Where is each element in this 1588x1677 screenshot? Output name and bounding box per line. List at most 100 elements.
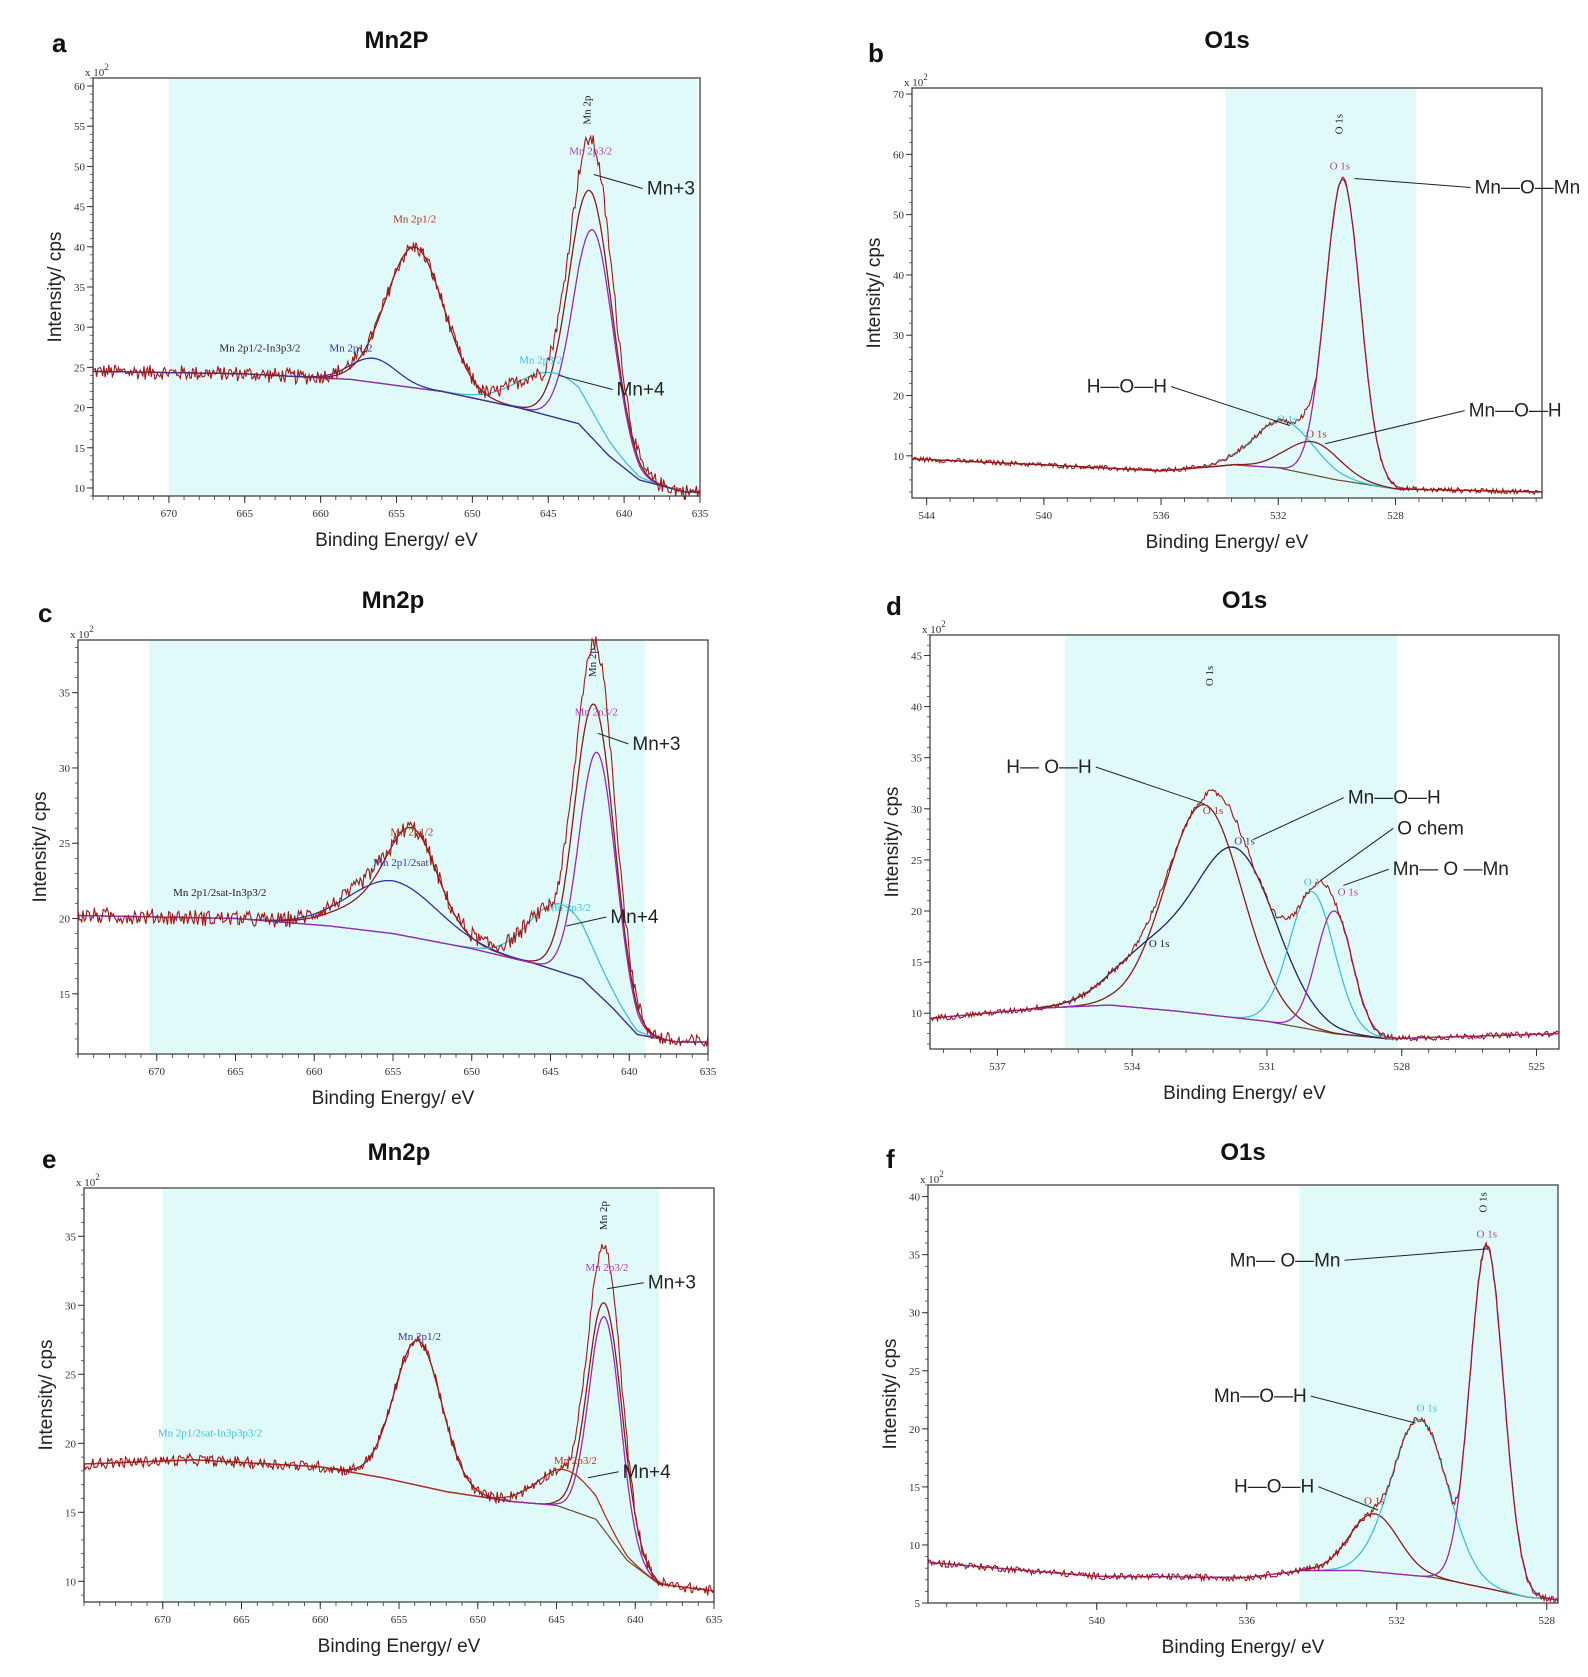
x-tick-label: 537 (989, 1061, 1006, 1073)
annotation-label: Mn—O—H (1348, 788, 1441, 809)
y-tick-label: 10 (74, 483, 86, 495)
y-multiplier: x 102 (904, 72, 928, 89)
peak-label: Mn 2p1/2sat-In3p3p3/2 (158, 1427, 262, 1439)
y-multiplier-base: x 10 (904, 77, 924, 89)
x-tick-label: 670 (149, 1066, 166, 1078)
x-tick-label: 645 (548, 1614, 565, 1626)
peak-label: Mn 2p (587, 648, 599, 678)
annotation-label: Mn— O —Mn (1393, 859, 1509, 880)
annotation-label: Mn+3 (632, 734, 680, 755)
y-tick-label: 25 (65, 1369, 77, 1381)
shaded-region (1064, 636, 1398, 1048)
x-tick-label: 665 (233, 1614, 250, 1626)
panel-letter: a (52, 28, 67, 58)
annotation-leader (1253, 797, 1345, 840)
peak-label: Mn 2p1/2sat-In3p3/2 (173, 887, 266, 899)
y-tick-label: 10 (911, 1008, 923, 1020)
annotation-label: Mn— O—Mn (1230, 1250, 1341, 1271)
panel-letter: d (886, 591, 902, 621)
panel-letter: e (42, 1144, 56, 1174)
x-tick-label: 650 (464, 508, 481, 520)
panel-c: c Mn2p x 102 670 665 660 655 650 645 640 635 15 20 25… (30, 587, 717, 1109)
y-tick-label: 15 (65, 1507, 77, 1519)
y-tick-label: 25 (909, 1366, 921, 1378)
x-tick-label: 665 (237, 508, 254, 520)
x-tick-label: 528 (1394, 1061, 1411, 1073)
y-multiplier-base: x 10 (76, 1177, 96, 1189)
panel-letter: c (38, 598, 52, 628)
annotation-leader (1344, 1248, 1487, 1261)
peak-label: Mn 2p (598, 1201, 610, 1231)
y-tick-label: 40 (909, 1192, 921, 1204)
plot-frame (911, 87, 1543, 499)
x-tick-label: 640 (621, 1066, 638, 1078)
y-tick-label: 35 (911, 753, 923, 765)
y-multiplier-exponent: 2 (104, 62, 109, 72)
x-tick-label: 635 (706, 1614, 723, 1626)
y-tick-label: 30 (911, 804, 923, 816)
y-multiplier-exponent: 2 (941, 619, 946, 629)
y-multiplier-exponent: 2 (89, 624, 94, 634)
y-multiplier-base: x 10 (920, 1174, 940, 1186)
annotation-label: H— O—H (1006, 757, 1092, 778)
annotation-leader (1325, 410, 1465, 445)
y-axis-label: Intensity/ cps (45, 232, 66, 343)
chart-title: O1s (1220, 1139, 1265, 1166)
y-multiplier: x 102 (920, 1169, 944, 1186)
peak-label: O 1s (1334, 114, 1346, 134)
chart-title: Mn2p (368, 1139, 431, 1166)
y-tick-label: 25 (911, 855, 923, 867)
x-tick-label: 536 (1239, 1615, 1256, 1627)
annotation-label: Mn+3 (647, 179, 695, 200)
panel-d: d O1s x 102 537 534 531 528 525 10 15 20 25 30 35 40 45… (882, 587, 1560, 1104)
annotation-label: Mn+4 (610, 907, 658, 928)
annotation-leader (1354, 177, 1471, 189)
x-tick-label: 536 (1153, 510, 1170, 522)
x-axis-label: Binding Energy/ eV (1146, 532, 1309, 553)
x-tick-label: 635 (692, 508, 709, 520)
annotation-label: Mn+3 (648, 1273, 696, 1294)
x-tick-label: 640 (627, 1614, 644, 1626)
peak-label: O 1 (1304, 876, 1320, 888)
raw-data-line (83, 1243, 715, 1596)
x-tick-label: 650 (470, 1614, 487, 1626)
y-tick-label: 15 (74, 443, 86, 455)
shaded-region (162, 1189, 659, 1601)
peak-label: Mn 2p1/2 (398, 1331, 441, 1343)
y-tick-label: 15 (59, 989, 71, 1001)
raw-data-line (911, 176, 1543, 496)
shaded-region (1299, 1186, 1558, 1602)
peak-label: Mn 2p1/2 (393, 214, 436, 226)
y-tick-label: 30 (65, 1300, 77, 1312)
panel-letter: f (886, 1144, 895, 1174)
annotation-label: Mn—O—Mn (1475, 178, 1581, 199)
y-tick-label: 35 (74, 282, 86, 294)
y-tick-label: 10 (909, 1540, 921, 1552)
x-tick-label: 655 (391, 1614, 408, 1626)
x-tick-label: 655 (388, 508, 405, 520)
x-tick-label: 660 (312, 508, 329, 520)
y-tick-label: 20 (893, 391, 905, 403)
shaded-region (1225, 89, 1416, 497)
x-tick-label: 670 (161, 508, 178, 520)
y-multiplier: x 102 (85, 62, 109, 79)
y-tick-label: 10 (65, 1576, 77, 1588)
x-axis-label: Binding Energy/ eV (1163, 1083, 1326, 1104)
y-tick-label: 40 (911, 702, 923, 714)
y-tick-label: 20 (911, 906, 923, 918)
y-multiplier: x 102 (922, 619, 946, 636)
panel-letter: b (868, 38, 884, 68)
annotation-leader (566, 916, 607, 927)
panel-b: b O1s x 102 544 540 536 532 528 10 20 30 40 50 60 70 Bi… (864, 27, 1580, 553)
x-tick-label: 525 (1528, 1061, 1545, 1073)
annotation-leader (558, 374, 613, 391)
x-tick-label: 531 (1259, 1061, 1276, 1073)
x-tick-label: 540 (1089, 1615, 1106, 1627)
annotation-leader (1310, 1395, 1416, 1424)
peak-label: O 1s (1204, 666, 1216, 686)
raw-data-line (77, 636, 709, 1048)
peak-label: O 1s (1234, 836, 1254, 848)
peak-label: O 1s (1306, 429, 1326, 441)
annotation-leader (1318, 1486, 1379, 1511)
y-tick-label: 55 (74, 121, 86, 133)
